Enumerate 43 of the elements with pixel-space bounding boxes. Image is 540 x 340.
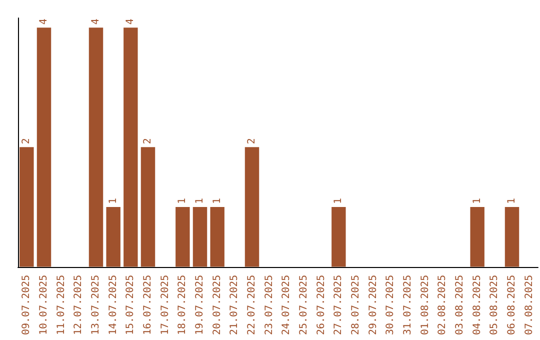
x-tick-label: 07.08.2025 xyxy=(524,274,535,336)
x-tick-label: 26.07.2025 xyxy=(316,274,327,336)
x-tick-label: 30.07.2025 xyxy=(385,274,396,336)
x-tick-label: 12.07.2025 xyxy=(73,274,84,336)
x-tick-label: 20.07.2025 xyxy=(212,274,223,336)
x-tick-label: 06.08.2025 xyxy=(506,274,518,336)
x-tick-label: 13.07.2025 xyxy=(90,274,102,336)
data-label: 4 xyxy=(125,18,136,25)
x-tick-label: 29.07.2025 xyxy=(368,274,379,336)
x-tick-label: 14.07.2025 xyxy=(108,274,119,336)
data-label: 4 xyxy=(38,18,50,25)
x-tick-label: 17.07.2025 xyxy=(160,274,171,336)
x-tick-label: 25.07.2025 xyxy=(298,274,310,336)
data-label: 1 xyxy=(108,198,119,204)
x-tick-label: 02.08.2025 xyxy=(437,274,448,336)
data-label: 1 xyxy=(212,198,223,204)
data-label: 2 xyxy=(142,138,154,144)
data-label: 1 xyxy=(506,198,518,204)
x-tick-label: 23.07.2025 xyxy=(264,274,275,336)
x-tick-label: 04.08.2025 xyxy=(472,274,483,336)
data-label: 2 xyxy=(21,138,32,144)
x-tick-label: 24.07.2025 xyxy=(281,274,292,336)
data-label: 1 xyxy=(194,198,206,204)
x-tick-label: 22.07.2025 xyxy=(246,274,258,336)
x-tick-label: 05.08.2025 xyxy=(489,274,500,336)
x-tick-label: 15.07.2025 xyxy=(125,274,136,336)
x-tick-label: 09.07.2025 xyxy=(21,274,32,336)
x-tick-label: 16.07.2025 xyxy=(142,274,154,336)
x-tick-label: 01.08.2025 xyxy=(420,274,431,336)
data-label: 1 xyxy=(472,198,483,204)
x-tick-label: 21.07.2025 xyxy=(229,274,240,336)
data-label: 1 xyxy=(177,198,188,204)
x-tick-label: 31.07.2025 xyxy=(402,274,414,336)
x-tick-label: 19.07.2025 xyxy=(194,274,206,336)
x-tick-label: 03.08.2025 xyxy=(454,274,466,336)
x-tick-label: 28.07.2025 xyxy=(350,274,362,336)
data-label: 4 xyxy=(90,18,102,25)
data-label: 2 xyxy=(246,138,258,144)
x-tick-label: 11.07.2025 xyxy=(56,274,67,336)
x-tick-label: 27.07.2025 xyxy=(333,274,344,336)
data-label: 1 xyxy=(333,198,344,204)
x-tick-label: 18.07.2025 xyxy=(177,274,188,336)
x-tick-label: 10.07.2025 xyxy=(38,274,50,336)
